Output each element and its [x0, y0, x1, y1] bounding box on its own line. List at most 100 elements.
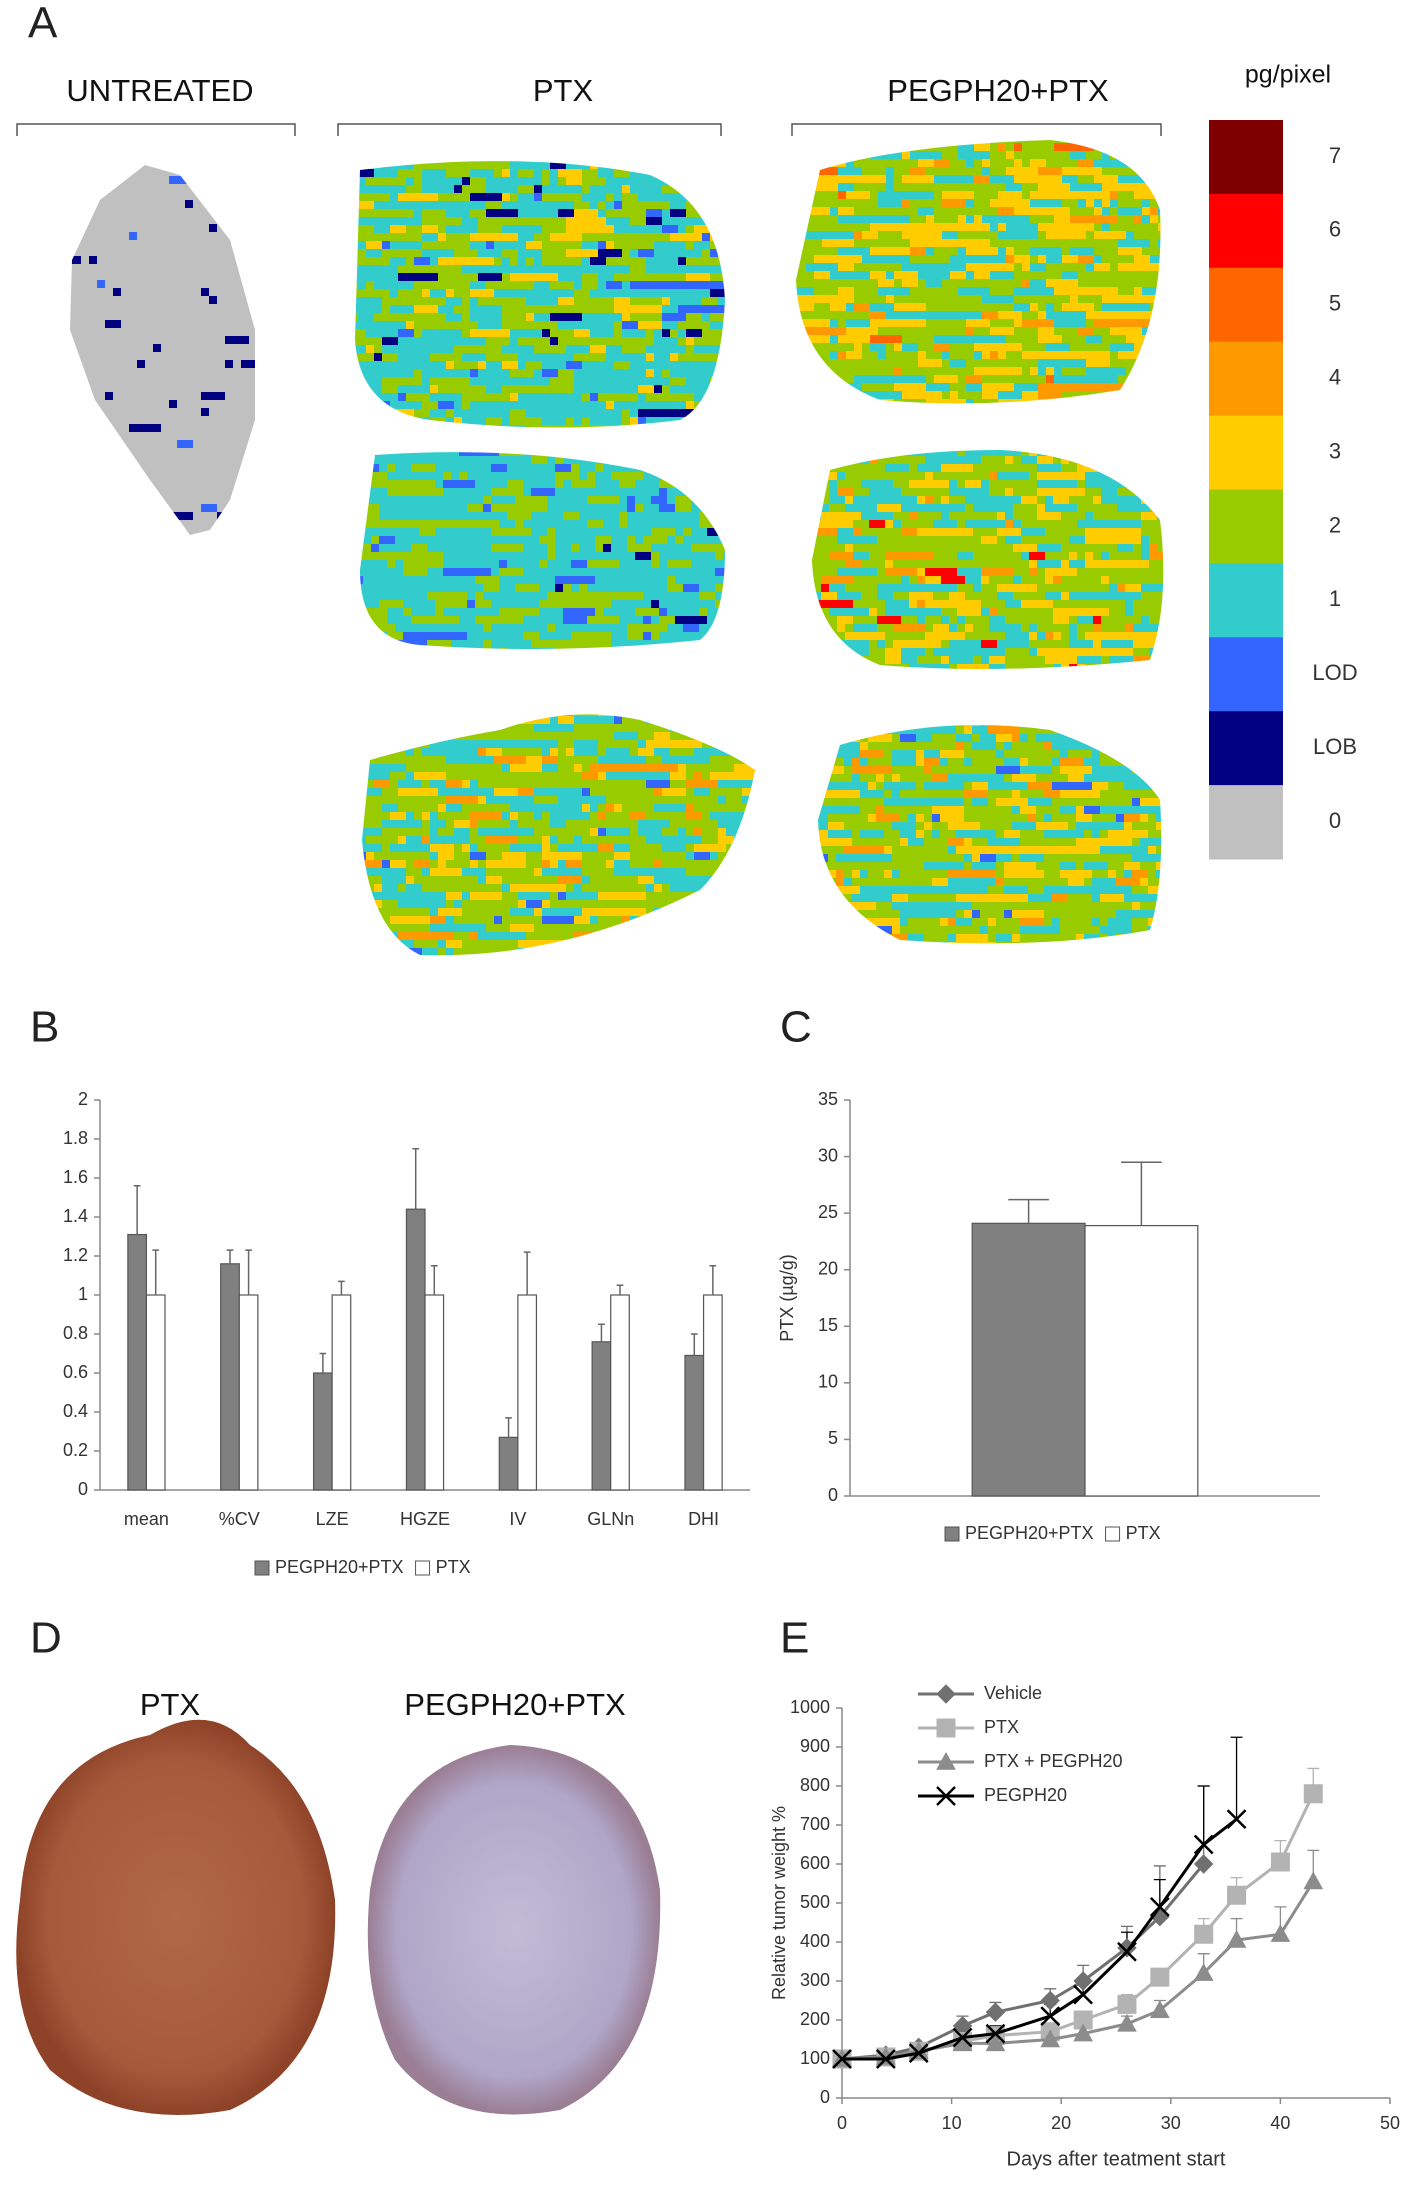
heat-cell [193, 416, 201, 424]
heat-cell [382, 385, 390, 393]
heat-cell [598, 756, 606, 764]
heat-cell [534, 353, 542, 361]
heat-cell [390, 361, 398, 369]
heat-cell [427, 472, 435, 480]
heat-cell [422, 708, 430, 716]
heat-cell [65, 176, 73, 184]
heat-cell [614, 329, 622, 337]
heat-cell [702, 329, 710, 337]
heat-cell [363, 456, 371, 464]
heat-cell [494, 764, 502, 772]
heat-cell [579, 448, 587, 456]
heat-cell [702, 169, 710, 177]
heat-cell [678, 161, 686, 169]
heat-cell [422, 233, 430, 241]
heat-cell [97, 168, 105, 176]
heat-cell [710, 748, 718, 756]
heat-cell [534, 249, 542, 257]
heat-cell [257, 488, 265, 496]
heat-cell [459, 616, 467, 624]
heat-cell [145, 480, 153, 488]
heat-cell [494, 249, 502, 257]
heat-cell [217, 400, 225, 408]
heat-cell [161, 360, 169, 368]
heat-cell [723, 504, 731, 512]
heat-cell [366, 193, 374, 201]
heat-cell [486, 369, 494, 377]
heat-cell [662, 257, 670, 265]
heat-cell [414, 241, 422, 249]
heat-cell [670, 201, 678, 209]
heat-cell [726, 233, 734, 241]
heat-cell [555, 624, 563, 632]
heat-cell [145, 464, 153, 472]
heat-cell [193, 336, 201, 344]
heat-cell [614, 377, 622, 385]
heat-cell [422, 209, 430, 217]
heat-cell [726, 433, 734, 441]
heat-cell [153, 512, 161, 520]
heat-cell [670, 417, 678, 425]
heat-cell [526, 249, 534, 257]
heat-cell [691, 656, 699, 664]
heat-cell [718, 353, 726, 361]
heat-cell [406, 177, 414, 185]
heat-cell [603, 632, 611, 640]
heat-cell [515, 536, 523, 544]
heat-cell [478, 209, 486, 217]
heat-cell [507, 472, 515, 480]
heat-cell [571, 640, 579, 648]
heat-cell [443, 608, 451, 616]
heat-cell [105, 208, 113, 216]
heat-cell [241, 432, 249, 440]
heat-cell [390, 289, 398, 297]
heat-cell [209, 280, 217, 288]
heat-cell [427, 624, 435, 632]
heat-cell [241, 192, 249, 200]
heat-cell [419, 472, 427, 480]
heat-cell [169, 376, 177, 384]
heat-cell [622, 345, 630, 353]
heat-cell [366, 153, 374, 161]
heat-cell [411, 608, 419, 616]
heat-cell [366, 377, 374, 385]
heat-cell [558, 708, 566, 716]
heat-cell [507, 640, 515, 648]
heat-cell [414, 361, 422, 369]
heat-cell [491, 536, 499, 544]
heat-cell [534, 345, 542, 353]
heat-cell [73, 336, 81, 344]
heat-cell [390, 201, 398, 209]
heat-cell [662, 265, 670, 273]
heat-cell [113, 368, 121, 376]
heat-cell [563, 608, 571, 616]
heat-cell [257, 536, 265, 544]
heat-cell [614, 796, 622, 804]
heat-cell [89, 184, 97, 192]
heat-cell [718, 337, 726, 345]
heat-cell [678, 377, 686, 385]
heat-cell [363, 504, 371, 512]
heat-cell [606, 249, 614, 257]
heat-cell [531, 624, 539, 632]
heat-cell [414, 161, 422, 169]
heat-cell [678, 369, 686, 377]
heat-cell [129, 320, 137, 328]
heat-cell [678, 700, 686, 708]
heat-cell [121, 312, 129, 320]
heat-cell [414, 804, 422, 812]
heat-cell [638, 369, 646, 377]
heat-cell [358, 772, 366, 780]
heat-cell [758, 780, 766, 788]
heat-cell [502, 177, 510, 185]
heat-cell [523, 648, 531, 656]
heat-cell [507, 456, 515, 464]
heat-cell [515, 576, 523, 584]
heat-cell [395, 464, 403, 472]
heat-cell [558, 289, 566, 297]
heat-cell [443, 472, 451, 480]
heat-cell [81, 264, 89, 272]
heat-cell [598, 209, 606, 217]
heat-cell [225, 376, 233, 384]
heat-cell [643, 464, 651, 472]
